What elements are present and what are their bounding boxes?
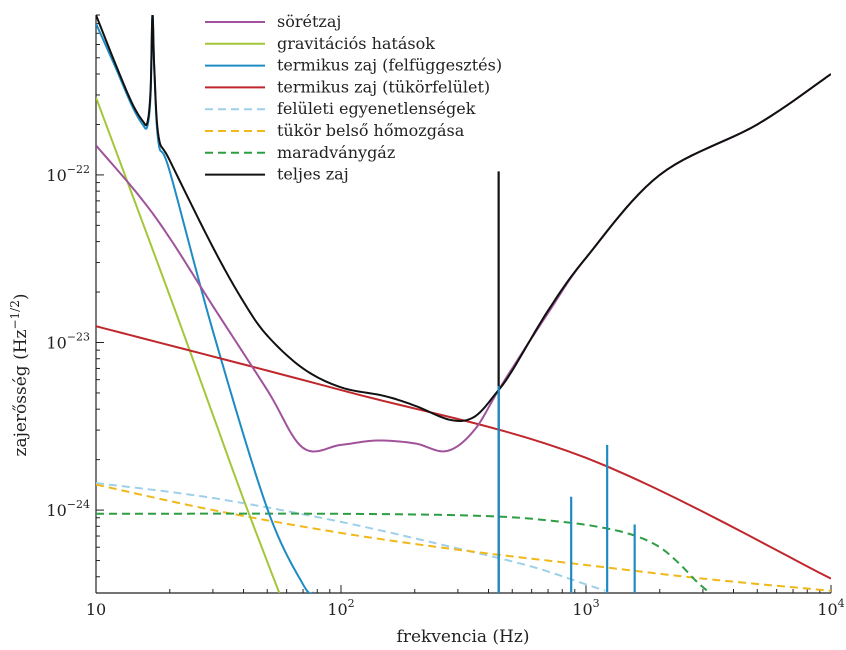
series-maradvanygaz [96, 512, 711, 593]
x-tick-exp: 2 [348, 597, 355, 610]
y-axis-label-main: zajerősség (Hz [11, 329, 31, 456]
y-tick-label: 10−24 [46, 498, 90, 520]
y-tick-exp: −22 [67, 163, 90, 176]
legend-label-termikus-zaj-tukorfelulet: termikus zaj (tükörfelület) [277, 77, 490, 96]
series-teljes-zaj [96, 15, 831, 422]
y-axis-label-close: ) [11, 293, 31, 300]
series-feluleti-egyenetlensegek [96, 482, 606, 592]
legend-label-termikus-zaj-felfuggesztes: termikus zaj (felfüggesztés) [277, 56, 502, 75]
y-axis-label-exp: −1/2 [8, 300, 22, 329]
y-tick-label: 10−22 [46, 163, 90, 185]
x-tick-base: 10 [572, 600, 592, 619]
y-axis-label: zajerősség (Hz−1/2) [8, 293, 31, 456]
legend-label-maradvanygaz: maradványgáz [277, 143, 395, 162]
x-tick-label: 10 [86, 600, 106, 619]
x-tick-label: 102 [327, 597, 354, 619]
x-tick-label: 103 [572, 597, 599, 619]
y-tick-label: 10−23 [46, 330, 90, 352]
x-tick-exp: 4 [838, 597, 845, 610]
series-tukor-belso-homozgasa [96, 483, 831, 592]
series-layer [96, 15, 831, 593]
legend: sörétzaj gravitációs hatások termikus zaj … [205, 12, 502, 184]
y-tick-exp: −24 [67, 498, 90, 511]
y-tick-exp: −23 [67, 330, 90, 343]
x-axis-label: frekvencia (Hz) [397, 627, 530, 647]
x-tick-exp: 3 [593, 597, 600, 610]
y-tick-base: 10 [46, 166, 66, 185]
legend-label-gravitacios-hatasok: gravitációs hatások [277, 34, 435, 53]
legend-label-soretzaj: sörétzaj [277, 12, 341, 31]
y-tick-base: 10 [46, 333, 66, 352]
x-tick-base: 10 [327, 600, 347, 619]
x-tick-base: 10 [86, 600, 106, 619]
legend-label-tukor-belso-homozgasa: tükör belső hőmozgása [277, 121, 465, 140]
legend-label-feluleti-egyenetlensegek: felületi egyenetlenségek [277, 99, 476, 118]
series-termikus-zaj-tukorfelulet [96, 325, 831, 580]
x-tick-base: 10 [817, 600, 837, 619]
legend-label-teljes-zaj: teljes zaj [277, 165, 349, 184]
x-tick-label: 104 [817, 597, 844, 619]
y-tick-base: 10 [46, 501, 66, 520]
series-gravitacios-hatasok [96, 97, 281, 593]
